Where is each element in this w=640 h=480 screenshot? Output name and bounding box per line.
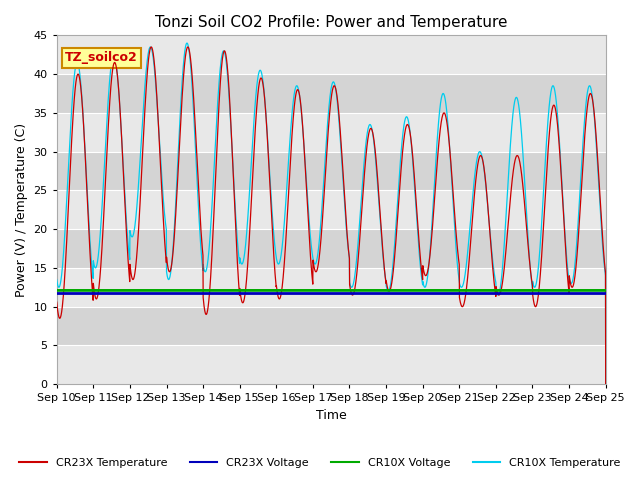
Bar: [57, 152, 605, 191]
Legend: CR23X Temperature, CR23X Voltage, CR10X Voltage, CR10X Temperature: CR23X Temperature, CR23X Voltage, CR10X …: [15, 453, 625, 472]
X-axis label: Time: Time: [316, 409, 347, 422]
Y-axis label: Power (V) / Temperature (C): Power (V) / Temperature (C): [15, 123, 28, 297]
Bar: [57, 229, 605, 268]
Title: Tonzi Soil CO2 Profile: Power and Temperature: Tonzi Soil CO2 Profile: Power and Temper…: [155, 15, 508, 30]
Bar: [57, 307, 605, 346]
Bar: [57, 74, 605, 113]
Text: TZ_soilco2: TZ_soilco2: [65, 51, 138, 64]
